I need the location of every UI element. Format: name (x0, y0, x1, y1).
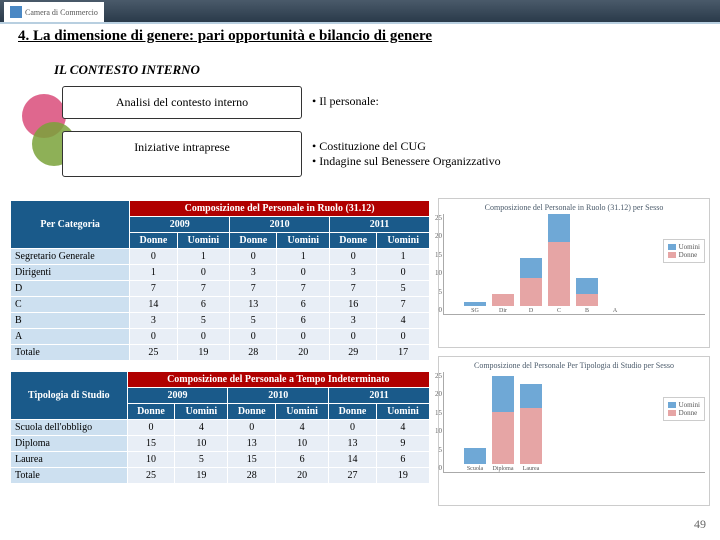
box-analysis-desc: • Il personale: (302, 86, 662, 119)
legend-swatch-uomini (668, 244, 676, 250)
page-number: 49 (694, 517, 706, 532)
context-boxes: Analisi del contesto interno • Il person… (62, 86, 662, 189)
box-analysis: Analisi del contesto interno (62, 86, 302, 119)
chart2-area: 2520151050 ScuolaDiplomaLaurea (443, 372, 705, 473)
chart2-title: Composizione del Personale Per Tipologia… (443, 361, 705, 370)
charts-region: Composizione del Personale in Ruolo (31.… (438, 198, 710, 514)
legend-swatch-uomini (668, 402, 676, 408)
chart1-title: Composizione del Personale in Ruolo (31.… (443, 203, 705, 212)
org-name: Camera di Commercio (25, 8, 98, 17)
chart2-yaxis: 2520151050 (428, 372, 442, 472)
logo-icon (10, 6, 22, 18)
chart1-legend: Uomini Donne (663, 239, 705, 263)
legend-swatch-donne (668, 252, 676, 258)
box-initiatives-desc: • Costituzione del CUG • Indagine sul Be… (302, 131, 662, 177)
chart2-legend: Uomini Donne (663, 397, 705, 421)
chart1-yaxis: 2520151050 (428, 214, 442, 314)
table-personale-ruolo: Per CategoriaComposizione del Personale … (10, 200, 430, 361)
context-label: IL CONTESTO INTERNO (54, 62, 200, 78)
chart-studio-sesso: Composizione del Personale Per Tipologia… (438, 356, 710, 506)
chart-ruolo-sesso: Composizione del Personale in Ruolo (31.… (438, 198, 710, 348)
chart1-area: 2520151050 SGDirDCBA (443, 214, 705, 315)
header-bar (0, 0, 720, 24)
table-personale-studio: Tipologia di StudioComposizione del Pers… (10, 371, 430, 484)
box-initiatives: Iniziative intraprese (62, 131, 302, 177)
logo: Camera di Commercio (4, 2, 104, 22)
page-title: 4. La dimensione di genere: pari opportu… (18, 28, 432, 45)
tables-region: Per CategoriaComposizione del Personale … (10, 200, 430, 494)
legend-swatch-donne (668, 410, 676, 416)
